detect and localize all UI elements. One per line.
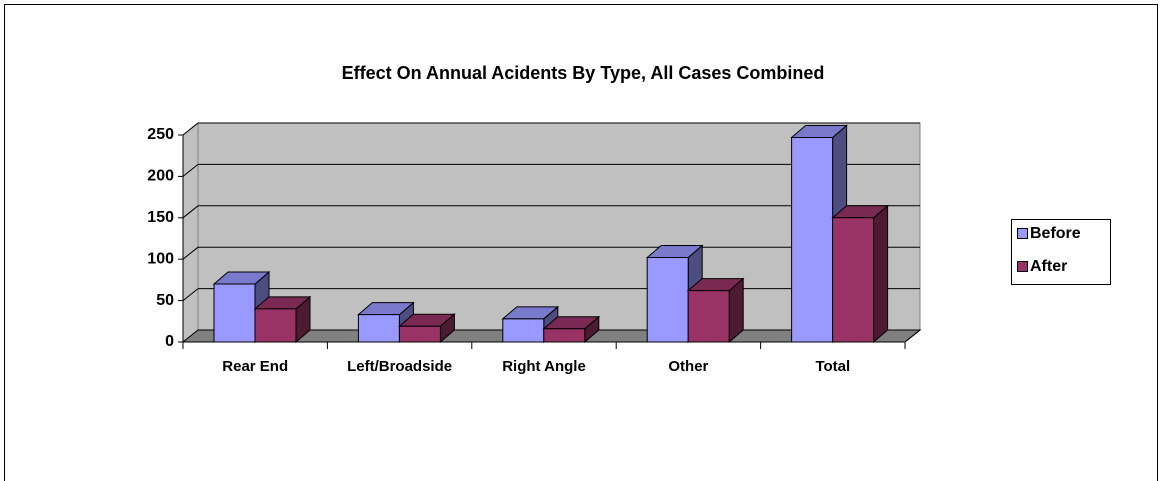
bar-front: [646, 257, 689, 343]
x-tick-label: Rear End: [222, 358, 288, 375]
legend-label: After: [1030, 258, 1067, 275]
grid-line: [182, 122, 199, 136]
x-axis-depth: [904, 329, 921, 343]
legend-swatch: [1017, 261, 1028, 272]
y-tick-label: 150: [147, 209, 174, 226]
x-tick-label: Total: [815, 358, 850, 375]
y-tick-label: 250: [147, 126, 174, 143]
x-tick-label: Other: [668, 358, 708, 375]
legend-label: Before: [1030, 225, 1081, 242]
bar-front: [254, 308, 297, 343]
y-tick-label: 100: [147, 250, 174, 267]
grid-line: [182, 246, 199, 260]
bar: [212, 270, 271, 344]
y-tick-label: 200: [147, 168, 174, 185]
chart-title: Effect On Annual Acidents By Type, All C…: [342, 63, 825, 83]
side-wall: [182, 121, 199, 344]
y-tick-label: 0: [165, 333, 174, 350]
bar-front: [213, 283, 256, 343]
bar: [398, 313, 456, 344]
bar-front: [791, 136, 834, 343]
bar-front: [502, 318, 545, 343]
bar-front: [357, 314, 400, 343]
bar: [542, 315, 601, 344]
grid-line: [182, 205, 199, 219]
legend-swatch: [1017, 228, 1028, 239]
bar-front: [832, 217, 875, 343]
bar-front: [687, 290, 730, 343]
bar-front: [398, 325, 441, 343]
x-tick-label: Left/Broadside: [347, 358, 452, 375]
bar: [831, 204, 889, 344]
grid-line: [182, 288, 199, 301]
x-tick-label: Right Angle: [502, 358, 586, 375]
bar: [686, 277, 745, 344]
bar: [253, 295, 312, 344]
y-tick-label: 50: [156, 292, 174, 309]
bar-side: [873, 204, 889, 344]
grid-line: [182, 164, 199, 177]
bar-front: [543, 328, 586, 343]
